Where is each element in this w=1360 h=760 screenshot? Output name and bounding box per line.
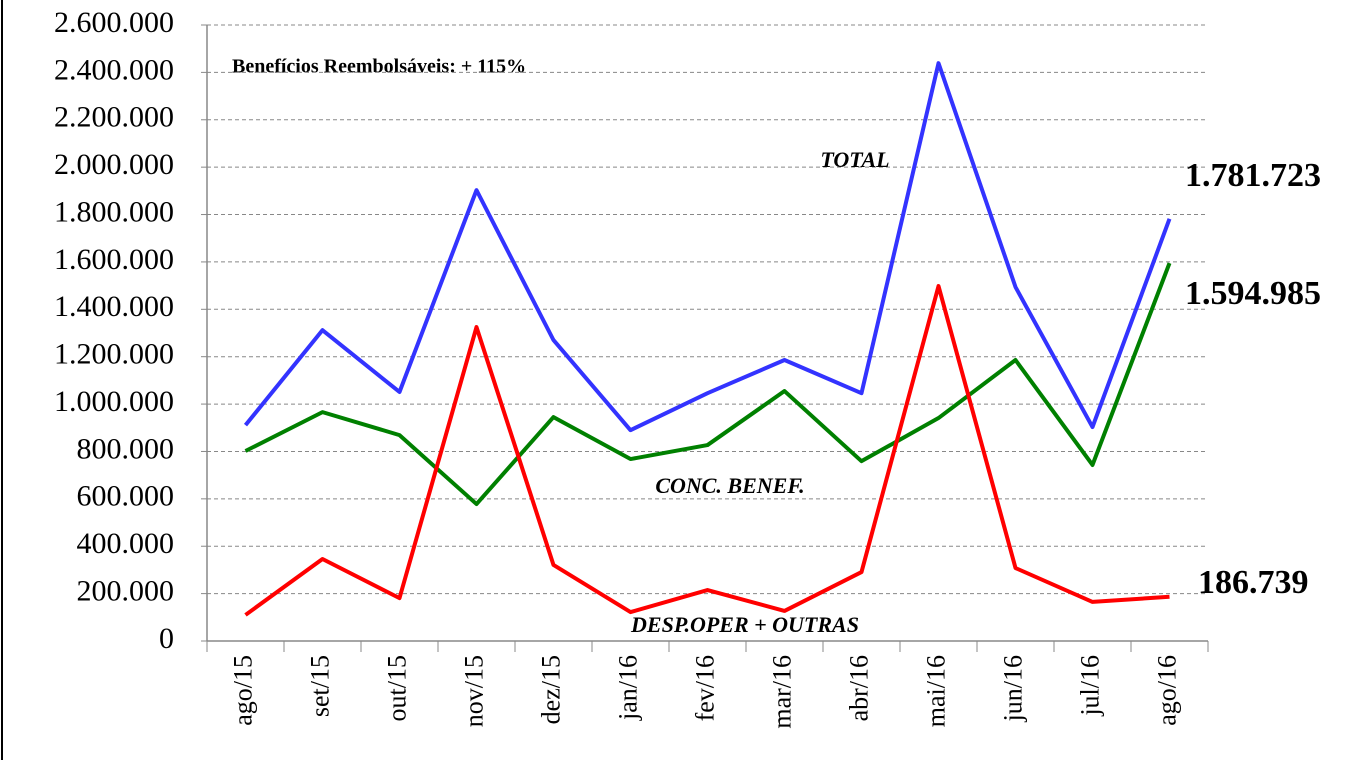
y-tick-label: 1.600.000 — [54, 243, 174, 276]
y-tick-label: 1.200.000 — [54, 338, 174, 371]
value-label: 186.739 — [1198, 564, 1309, 601]
series-line — [243, 61, 1172, 433]
y-tick-label: 2.600.000 — [54, 6, 174, 39]
x-tick-label: mar/16 — [767, 655, 796, 729]
value-label: 1.594.985 — [1185, 275, 1321, 312]
annotation: Benefícios Reembolsáveis: + 115% — [232, 56, 526, 78]
series-name: TOTAL — [820, 147, 889, 172]
series-line — [244, 284, 1170, 617]
x-tick-label: jun/16 — [998, 655, 1027, 722]
x-tick-label: mai/16 — [921, 655, 950, 727]
series-name: CONC. BENEF. — [655, 473, 804, 498]
series-name: DESP.OPER + OUTRAS — [630, 612, 859, 637]
x-tick-label: abr/16 — [844, 655, 873, 721]
y-tick-label: 600.000 — [77, 480, 175, 513]
x-tick-label: jul/16 — [1075, 655, 1104, 717]
x-tick-label: dez/15 — [536, 655, 565, 724]
x-tick-label: jan/16 — [613, 655, 642, 721]
y-tick-label: 400.000 — [77, 527, 175, 560]
x-tick-label: fev/16 — [690, 655, 719, 721]
value-label: 1.781.723 — [1185, 157, 1321, 194]
y-tick-label: 1.400.000 — [54, 290, 174, 323]
y-tick-label: 800.000 — [77, 432, 175, 465]
y-tick-label: 2.000.000 — [54, 148, 174, 181]
y-tick-label: 1.800.000 — [54, 195, 174, 228]
x-tick-label: ago/16 — [1152, 655, 1181, 726]
x-tick-label: set/15 — [305, 655, 334, 717]
series-line — [244, 262, 1172, 507]
y-tick-label: 0 — [159, 622, 174, 655]
x-tick-label: out/15 — [382, 655, 411, 721]
y-tick-label: 1.000.000 — [54, 385, 174, 418]
y-tick-label: 2.400.000 — [54, 53, 174, 86]
y-tick-label: 200.000 — [77, 575, 175, 608]
y-tick-label: 2.200.000 — [54, 101, 174, 134]
x-tick-label: ago/15 — [228, 655, 257, 726]
x-tick-label: nov/15 — [459, 655, 488, 727]
